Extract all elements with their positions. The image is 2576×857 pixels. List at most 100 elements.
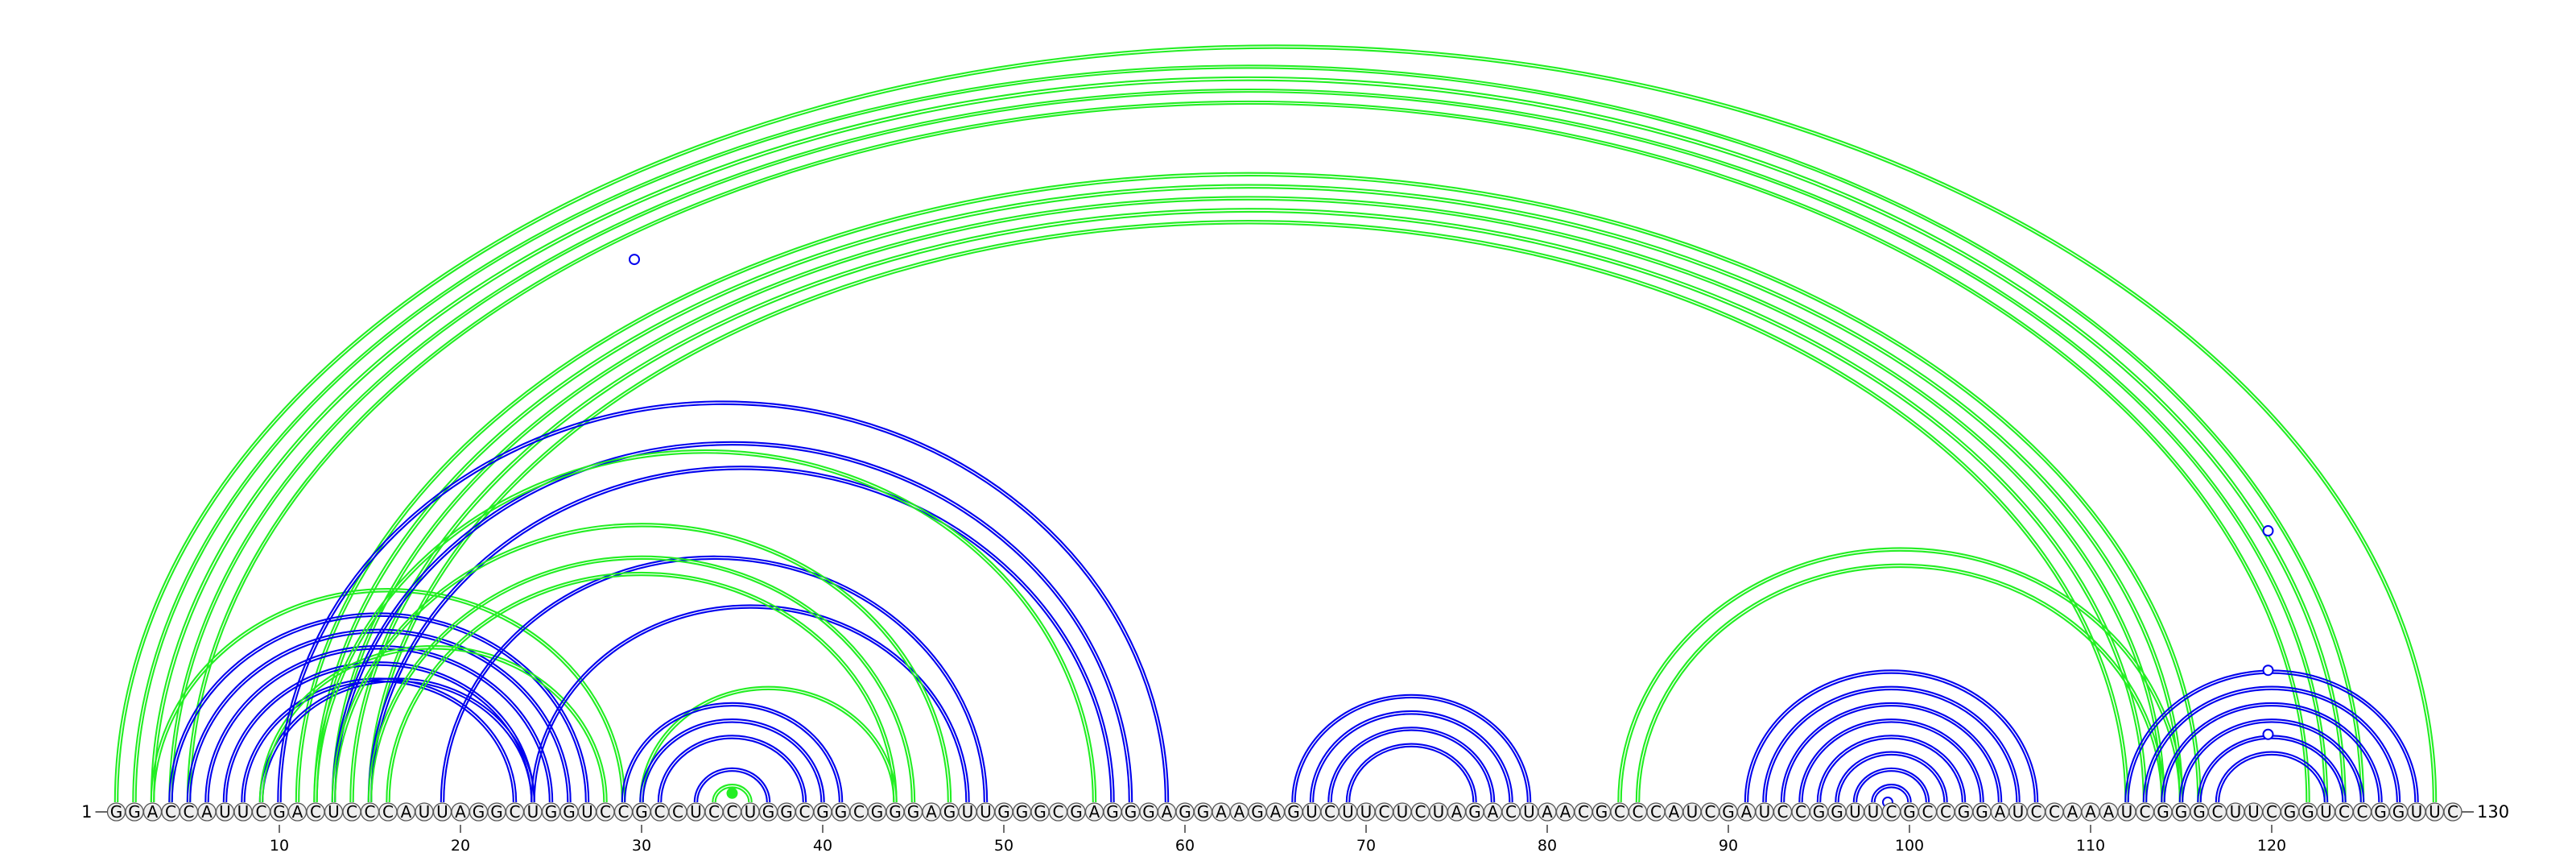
- nucleotide: U: [1302, 802, 1322, 822]
- nucleotide: G: [903, 802, 923, 822]
- base-pair-arc: [279, 403, 1166, 803]
- nucleotide: U: [215, 802, 235, 822]
- helix-blue-91-107: [1744, 669, 2039, 803]
- base-pair-arc: [1638, 566, 2163, 803]
- base-pair-arc: [2163, 705, 2380, 803]
- nucleotide-letter: C: [2339, 802, 2350, 822]
- nucleotide-letter: C: [618, 802, 630, 822]
- base-pair-arc: [642, 721, 823, 803]
- nucleotide: G: [831, 802, 851, 822]
- helix-blue-117-123: [2215, 751, 2329, 803]
- nucleotide: A: [396, 802, 416, 822]
- nucleotide: U: [2226, 802, 2245, 822]
- nucleotide-letter: A: [1669, 802, 1680, 822]
- nucleotide: G: [2171, 802, 2191, 822]
- helix-green-12-55: [313, 449, 1097, 803]
- nucleotide: A: [1736, 802, 1757, 822]
- base-pair-arc: [277, 400, 1170, 803]
- base-pair-arc: [150, 588, 626, 803]
- base-pair-arc: [262, 648, 605, 803]
- nucleotide: C: [161, 802, 180, 822]
- nucleotide: C: [1574, 802, 1593, 822]
- base-pair-arc: [117, 47, 2434, 803]
- helix-green-30-44: [639, 685, 898, 803]
- nucleotide: C: [1936, 802, 1955, 822]
- nucleotide: G: [886, 802, 905, 822]
- base-pair-arc: [1744, 669, 2039, 803]
- nucleotide: G: [106, 802, 126, 822]
- nucleotide: G: [632, 802, 651, 822]
- base-pair-arc: [693, 767, 771, 803]
- tick-label: 40: [813, 837, 832, 855]
- nucleotide: G: [469, 802, 489, 822]
- helix-green-1-129: [114, 44, 2438, 803]
- nucleotide: G: [1193, 802, 1213, 822]
- nucleotide: U: [324, 802, 344, 822]
- nucleotide-letter: C: [1705, 802, 1716, 822]
- nucleotide: G: [777, 802, 796, 822]
- nucleotide-letter: G: [1125, 802, 1137, 822]
- helix-green-34-36: [712, 784, 753, 803]
- nucleotide: U: [577, 802, 597, 822]
- base-pair-arc: [714, 786, 750, 803]
- nucleotide-letter: G: [2374, 802, 2387, 822]
- nucleotide-letter: A: [201, 802, 213, 822]
- nucleotide-letter: U: [1342, 802, 1354, 822]
- nucleotide: U: [2407, 802, 2426, 822]
- base-pair-arc: [298, 175, 2199, 803]
- nucleotide-letter: C: [1886, 802, 1897, 822]
- base-pair-arc: [1620, 549, 2181, 803]
- nucleotide-letter: U: [2013, 802, 2025, 822]
- base-pair-arc: [367, 466, 1115, 803]
- nucleotide-letter: G: [273, 802, 286, 822]
- nucleotide: C: [2045, 802, 2064, 822]
- base-pair-arc: [222, 661, 535, 803]
- nucleotide: U: [958, 802, 977, 822]
- base-pair-arc: [1798, 718, 1984, 803]
- tick-label: 120: [2257, 837, 2286, 855]
- base-pair-arc: [388, 574, 895, 803]
- base-pair-arc: [134, 67, 2362, 803]
- nucleotide: G: [1827, 802, 1847, 822]
- nucleotide: G: [1591, 802, 1612, 822]
- helix-green-13-47: [331, 523, 952, 803]
- nucleotide-letter: C: [1324, 802, 1335, 822]
- pair-marker: [629, 254, 640, 266]
- nucleotide: A: [1555, 802, 1575, 822]
- nucleotide-letter: G: [2157, 802, 2169, 822]
- nucleotide-letter: C: [727, 802, 738, 822]
- nucleotide: G: [1175, 802, 1195, 822]
- nucleotide: C: [1700, 802, 1720, 822]
- nucleotide: C: [2135, 802, 2155, 822]
- nucleotide: U: [2316, 802, 2336, 822]
- base-pair-arc: [370, 557, 913, 803]
- nucleotide: G: [2190, 802, 2209, 822]
- base-pair-arc: [1835, 751, 1948, 803]
- nucleotide-letter: A: [1560, 802, 1571, 822]
- nucleotide: A: [287, 802, 308, 822]
- nucleotide: U: [1429, 802, 1448, 822]
- base-pair-arc: [331, 196, 2165, 803]
- nucleotide: A: [1483, 802, 1503, 822]
- nucleotide: A: [2099, 802, 2119, 822]
- base-pair-arc: [334, 198, 2163, 803]
- nucleotide: U: [432, 802, 452, 822]
- base-pair-arc: [660, 737, 804, 803]
- nucleotide-letter: G: [1958, 802, 1971, 822]
- nucleotide: A: [2081, 802, 2100, 822]
- nucleotide-letter: G: [473, 802, 485, 822]
- tick-label: 20: [451, 837, 470, 855]
- nucleotide-letter: C: [2212, 802, 2223, 822]
- nucleotide-letter: G: [2193, 802, 2206, 822]
- nucleotide-letter: U: [419, 802, 431, 822]
- nucleotide: C: [342, 802, 361, 822]
- tick-label: 10: [270, 837, 289, 855]
- nucleotide-letter: U: [219, 802, 231, 822]
- nucleotide: C: [2262, 802, 2281, 822]
- nucleotide-letter: A: [1741, 802, 1752, 822]
- base-pair-arc: [1762, 685, 2021, 803]
- helix-blue-10-59: [277, 400, 1170, 803]
- base-pair-arc: [533, 607, 968, 803]
- nucleotide-letter: G: [2301, 802, 2314, 822]
- nucleotide-letter: U: [1360, 802, 1373, 822]
